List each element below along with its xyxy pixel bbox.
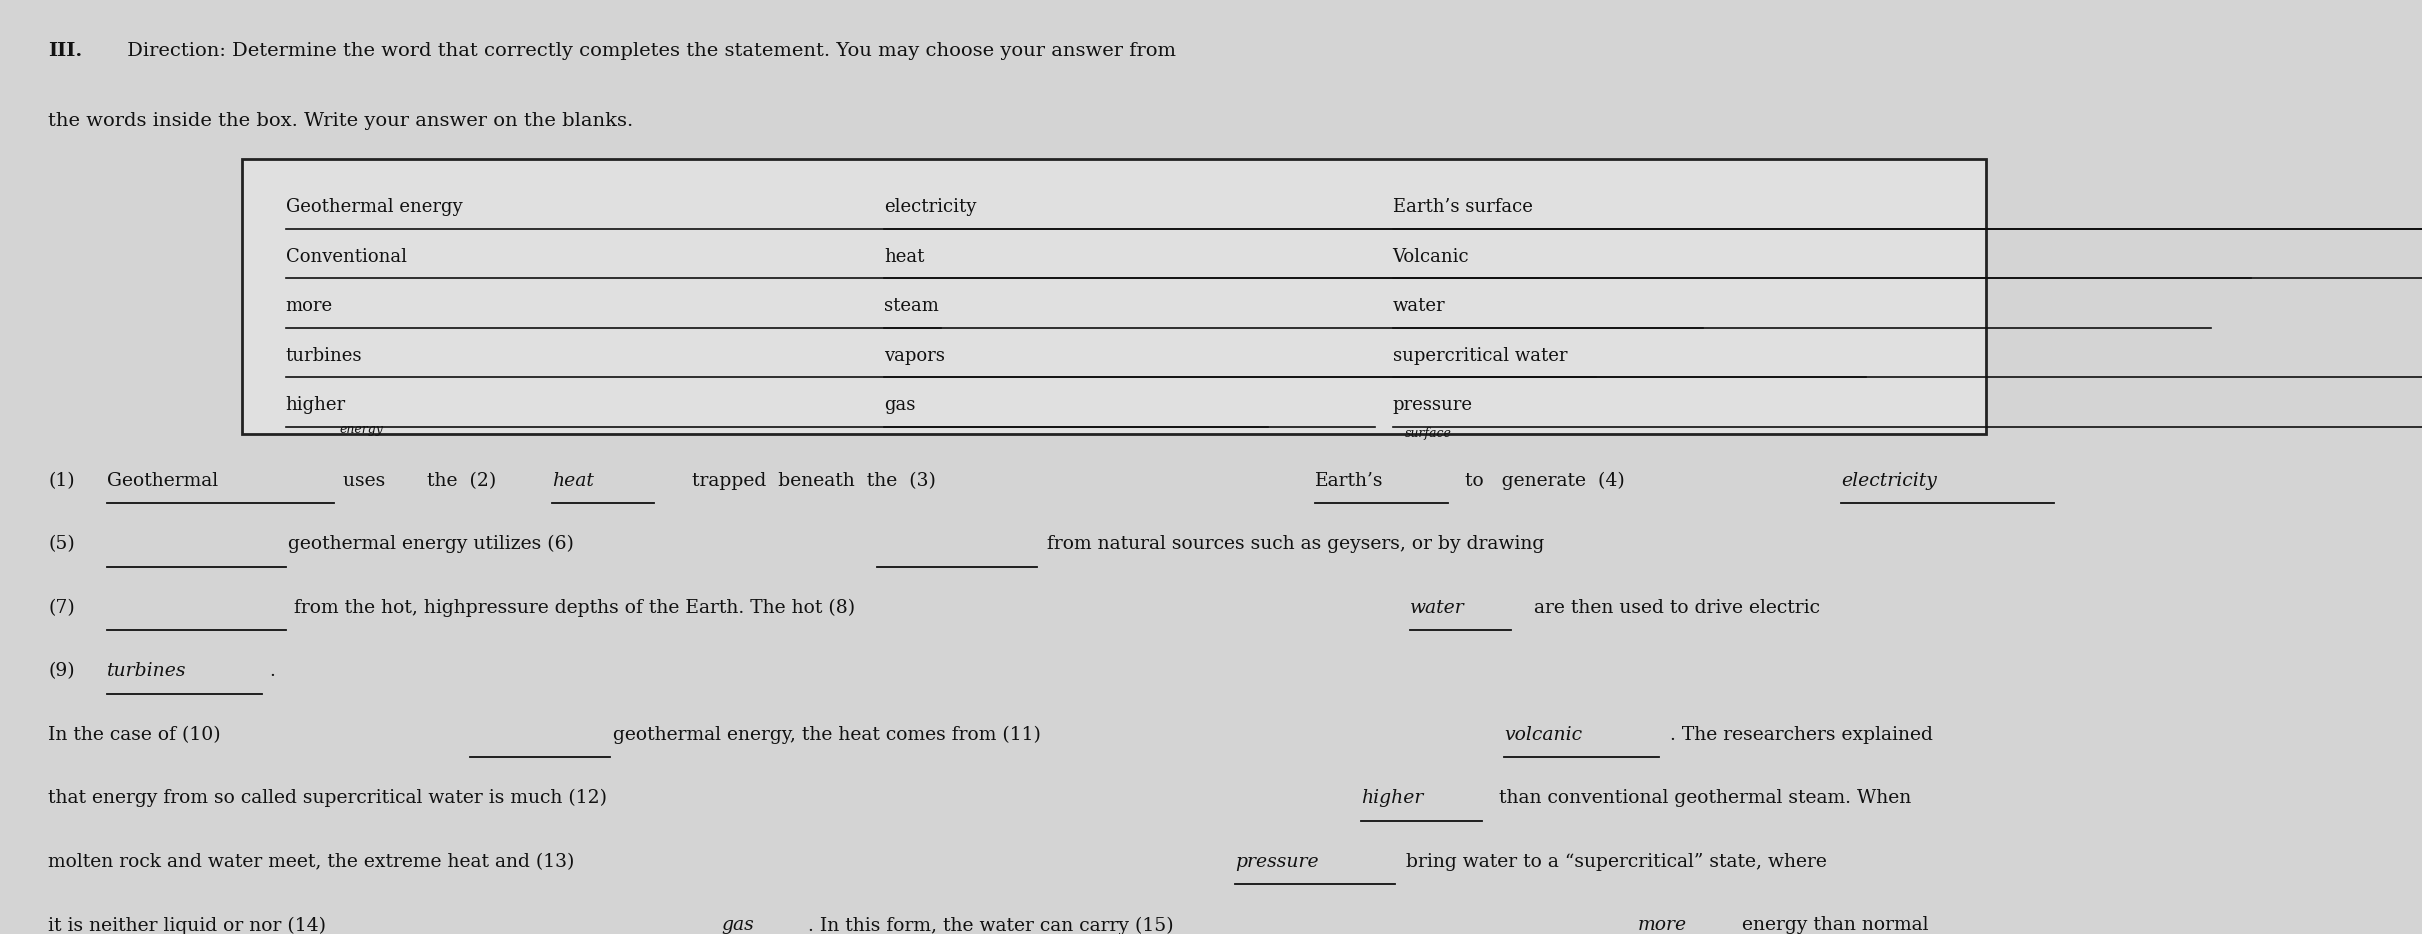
Text: pressure: pressure (1393, 396, 1473, 414)
Text: uses: uses (337, 472, 385, 489)
Text: that energy from so called supercritical water is much (12): that energy from so called supercritical… (48, 789, 608, 808)
Text: higher: higher (1361, 789, 1424, 807)
Text: Conventional: Conventional (286, 248, 407, 265)
Text: Geothermal: Geothermal (107, 472, 218, 489)
Text: from natural sources such as geysers, or by drawing: from natural sources such as geysers, or… (1041, 535, 1545, 553)
Text: energy than normal: energy than normal (1724, 916, 1928, 934)
Text: geothermal energy, the heat comes from (11): geothermal energy, the heat comes from (… (613, 726, 1041, 744)
Text: geothermal energy utilizes (6): geothermal energy utilizes (6) (288, 535, 574, 554)
Text: the  (2): the (2) (421, 472, 497, 489)
Text: from the hot, highpressure depths of the Earth. The hot (8): from the hot, highpressure depths of the… (288, 599, 855, 617)
Text: electricity: electricity (884, 198, 976, 216)
Text: are then used to drive electric: are then used to drive electric (1516, 599, 1821, 616)
Text: . The researchers explained: . The researchers explained (1664, 726, 1933, 743)
Text: gas: gas (722, 916, 756, 934)
Text: vapors: vapors (884, 347, 945, 364)
Text: molten rock and water meet, the extreme heat and (13): molten rock and water meet, the extreme … (48, 853, 574, 870)
Text: to   generate  (4): to generate (4) (1453, 472, 1625, 490)
Text: turbines: turbines (286, 347, 363, 364)
Text: .: . (264, 662, 276, 680)
Text: bring water to a “supercritical” state, where: bring water to a “supercritical” state, … (1400, 853, 1826, 870)
Text: Earth’s surface: Earth’s surface (1393, 198, 1533, 216)
Text: Earth’s: Earth’s (1315, 472, 1383, 489)
Text: (7): (7) (48, 599, 75, 616)
Text: surface: surface (1405, 427, 1451, 440)
Text: (9): (9) (48, 662, 75, 680)
Text: III.: III. (48, 42, 82, 60)
Text: steam: steam (884, 297, 940, 315)
Text: water: water (1410, 599, 1465, 616)
Text: trapped  beneath  the  (3): trapped beneath the (3) (656, 472, 937, 490)
Text: (1): (1) (48, 472, 75, 489)
Text: . In this form, the water can carry (15): . In this form, the water can carry (15) (790, 916, 1172, 934)
Text: the words inside the box. Write your answer on the blanks.: the words inside the box. Write your ans… (48, 112, 635, 130)
Text: volcanic: volcanic (1504, 726, 1582, 743)
Text: more: more (286, 297, 332, 315)
Text: pressure: pressure (1235, 853, 1320, 870)
Text: it is neither liquid or nor (14): it is neither liquid or nor (14) (48, 916, 327, 934)
Text: heat: heat (884, 248, 925, 265)
Text: supercritical water: supercritical water (1393, 347, 1567, 364)
Text: water: water (1393, 297, 1446, 315)
Text: In the case of (10): In the case of (10) (48, 726, 220, 743)
Text: gas: gas (884, 396, 916, 414)
Text: electricity: electricity (1841, 472, 1938, 489)
FancyBboxPatch shape (242, 159, 1986, 434)
Text: than conventional geothermal steam. When: than conventional geothermal steam. When (1487, 789, 1911, 807)
Text: higher: higher (286, 396, 346, 414)
Text: energy: energy (339, 423, 383, 436)
Text: Geothermal energy: Geothermal energy (286, 198, 463, 216)
Text: Volcanic: Volcanic (1393, 248, 1470, 265)
Text: (5): (5) (48, 535, 75, 553)
Text: heat: heat (552, 472, 593, 489)
Text: more: more (1637, 916, 1686, 934)
Text: Direction: Determine the word that correctly completes the statement. You may ch: Direction: Determine the word that corre… (121, 42, 1177, 60)
Text: turbines: turbines (107, 662, 186, 680)
